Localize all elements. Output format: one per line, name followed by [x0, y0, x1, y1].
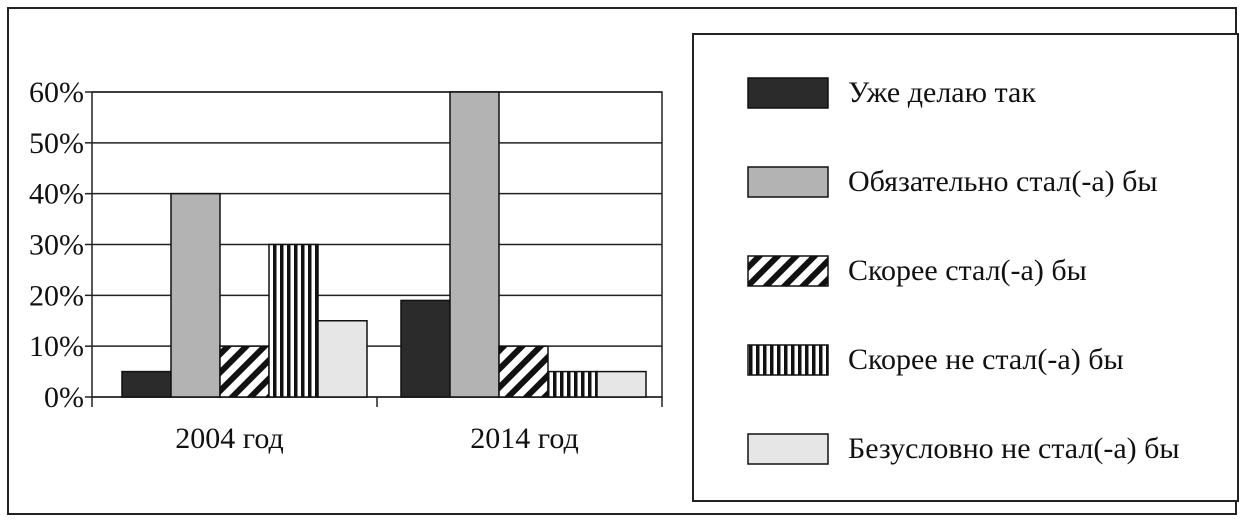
y-tick-label: 60% — [29, 76, 84, 109]
plot-area: 0% 10% 20% 30% 40% 50% 60% 2004 год 2014 год — [29, 76, 663, 455]
legend-swatch — [747, 344, 829, 376]
legend-swatch — [747, 433, 829, 465]
bar — [400, 299, 451, 398]
legend-label: Скорее стал(-а) бы — [848, 254, 1087, 287]
bar — [317, 320, 368, 398]
y-tick-label: 40% — [29, 178, 84, 211]
bar — [449, 91, 500, 398]
legend-swatch — [747, 255, 829, 287]
y-tick-label: 0% — [44, 381, 84, 414]
y-tick-label: 10% — [29, 330, 84, 363]
legend-label: Безусловно не стал(-а) бы — [848, 432, 1180, 465]
y-tick-label: 20% — [29, 279, 84, 312]
y-tick-label: 30% — [29, 229, 84, 262]
bar — [219, 345, 270, 398]
legend-swatch — [747, 166, 829, 198]
bar — [170, 192, 221, 398]
legend-label: Обязательно стал(-а) бы — [848, 165, 1158, 198]
legend: Уже делаю так Обязательно стал(-а) бы Скор… — [692, 33, 1239, 502]
bar — [596, 370, 647, 398]
legend-label: Уже делаю так — [848, 76, 1036, 109]
bar — [498, 345, 549, 398]
x-tick-label: 2014 год — [470, 422, 578, 455]
bar — [121, 370, 172, 398]
legend-swatch — [747, 77, 829, 109]
bar — [268, 243, 319, 398]
x-tick-label: 2004 год — [175, 422, 283, 455]
y-tick-label: 50% — [29, 127, 84, 160]
bar — [547, 370, 598, 398]
legend-label: Скорее не стал(-а) бы — [848, 343, 1124, 376]
